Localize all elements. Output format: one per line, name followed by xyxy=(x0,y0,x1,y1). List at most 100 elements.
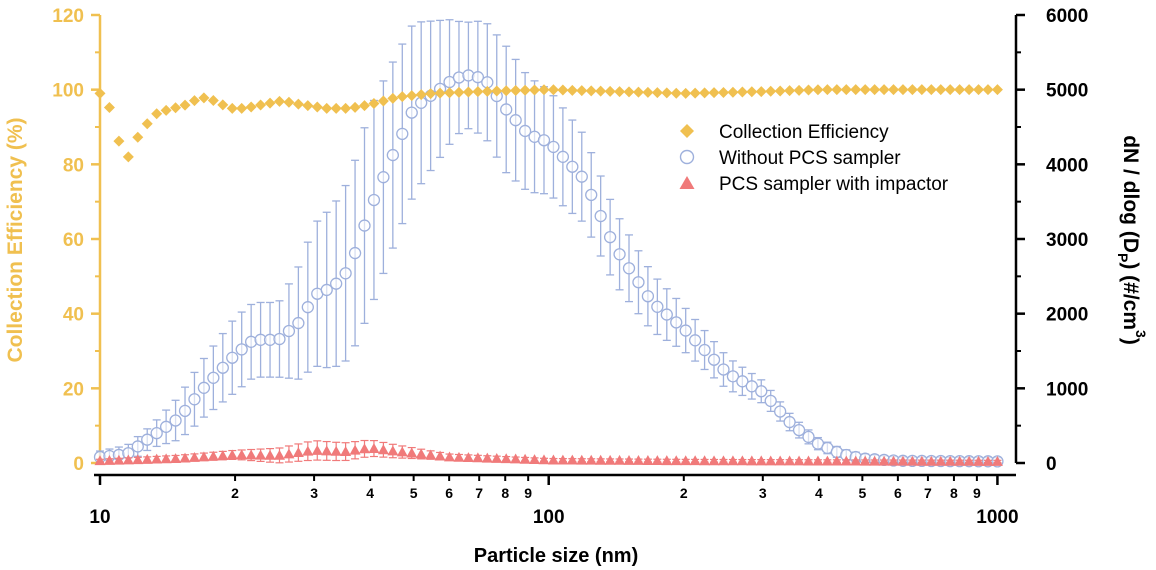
data-point-circle xyxy=(131,440,144,453)
data-point-circle xyxy=(556,150,570,163)
data-point-triangle xyxy=(179,452,191,463)
data-point-triangle xyxy=(897,455,909,466)
data-point-triangle xyxy=(444,451,456,462)
left-tick-label: 40 xyxy=(63,305,84,326)
data-point-circle xyxy=(273,332,286,346)
right-y-title-sup: 3 xyxy=(1133,330,1149,338)
data-point-triangle xyxy=(264,449,276,460)
legend-label: Without PCS sampler xyxy=(719,148,901,169)
right-y-title-main: dN / dlog (D xyxy=(1119,135,1142,253)
data-point-diamond xyxy=(349,101,361,113)
data-point-diamond xyxy=(793,84,805,96)
left-tick-label: 100 xyxy=(52,81,84,102)
legend-circle-marker xyxy=(679,149,695,165)
data-point-diamond xyxy=(491,85,503,97)
data-point-triangle xyxy=(255,449,267,460)
data-point-diamond xyxy=(481,85,493,97)
data-point-diamond xyxy=(94,87,106,99)
data-point-circle xyxy=(764,394,777,408)
data-point-triangle xyxy=(557,454,569,465)
x-minor-tick-label: 9 xyxy=(973,485,981,501)
data-point-circle xyxy=(603,230,617,244)
data-point-circle xyxy=(330,277,343,290)
data-point-diamond xyxy=(264,97,276,109)
data-point-diamond xyxy=(727,86,739,98)
data-point-diamond xyxy=(557,84,569,96)
data-point-diamond xyxy=(368,98,380,110)
data-point-diamond xyxy=(538,84,550,96)
data-point-circle xyxy=(207,371,220,384)
data-point-diamond xyxy=(878,84,890,96)
data-point-circle xyxy=(717,363,730,376)
data-point-triangle xyxy=(359,443,371,454)
data-point-triangle xyxy=(774,455,786,466)
data-point-diamond xyxy=(113,135,125,147)
data-point-circle xyxy=(396,127,409,140)
data-point-circle xyxy=(783,415,796,429)
data-point-triangle xyxy=(170,453,182,464)
data-point-diamond xyxy=(529,84,541,96)
right-tick-label: 2000 xyxy=(1046,305,1088,326)
data-point-circle xyxy=(575,170,588,183)
data-point-diamond xyxy=(273,95,285,107)
legend-diamond-marker xyxy=(680,124,694,138)
data-point-circle xyxy=(320,283,333,297)
data-point-circle xyxy=(348,246,362,260)
data-point-circle xyxy=(698,343,711,357)
data-point-circle xyxy=(367,193,381,207)
data-point-diamond xyxy=(207,95,219,107)
data-point-triangle xyxy=(699,455,711,466)
data-point-circle xyxy=(282,324,296,338)
data-point-circle xyxy=(585,188,598,202)
data-point-diamond xyxy=(670,87,682,99)
data-point-triangle xyxy=(925,455,937,466)
x-minor-tick-label: 3 xyxy=(759,485,767,501)
left-tick-label: 0 xyxy=(73,454,84,475)
data-point-triangle xyxy=(916,455,928,466)
data-point-circle xyxy=(301,301,314,314)
data-point-diamond xyxy=(462,86,474,98)
x-minor-tick-label: 4 xyxy=(366,485,374,501)
data-point-diamond xyxy=(179,99,191,111)
x-minor-tick-label: 2 xyxy=(231,485,239,501)
data-point-triangle xyxy=(160,453,172,464)
data-point-circle xyxy=(802,430,815,444)
right-y-title-mid: ) (#/cm xyxy=(1119,262,1142,330)
data-point-diamond xyxy=(217,99,229,111)
data-point-circle xyxy=(339,267,352,280)
data-point-diamond xyxy=(330,102,342,114)
data-point-diamond xyxy=(519,84,531,96)
data-point-triangle xyxy=(595,454,607,465)
x-minor-tick-label: 6 xyxy=(894,485,902,501)
data-point-diamond xyxy=(802,84,814,96)
data-point-triangle xyxy=(840,455,852,466)
legend-triangle-marker xyxy=(679,176,695,189)
data-point-diamond xyxy=(547,84,559,96)
data-point-circle xyxy=(169,414,182,427)
data-point-triangle xyxy=(415,448,427,459)
right-tick-label: 4000 xyxy=(1046,155,1088,176)
data-point-circle xyxy=(235,343,248,356)
data-point-diamond xyxy=(746,86,758,98)
data-point-circle xyxy=(471,71,485,84)
left-tick-label: 120 xyxy=(52,6,84,27)
data-point-circle xyxy=(632,276,645,289)
data-point-diamond xyxy=(415,89,427,101)
left-tick-label: 60 xyxy=(63,230,84,251)
x-minor-tick-label: 8 xyxy=(950,485,958,501)
legend-label: Collection Efficiency xyxy=(719,122,889,143)
data-point-circle xyxy=(141,433,154,446)
left-y-axis-title: Collection Efficiency (%) xyxy=(4,117,27,362)
x-minor-tick-label: 8 xyxy=(501,485,509,501)
data-point-diamond xyxy=(387,92,399,104)
data-point-diamond xyxy=(982,84,994,96)
data-point-diamond xyxy=(831,84,843,96)
data-point-diamond xyxy=(812,84,824,96)
left-tick-label: 80 xyxy=(63,155,84,176)
data-point-triangle xyxy=(226,449,238,460)
data-point-triangle xyxy=(765,455,777,466)
data-point-diamond xyxy=(661,87,673,99)
data-point-circle xyxy=(537,134,551,147)
data-point-diamond xyxy=(869,84,881,96)
